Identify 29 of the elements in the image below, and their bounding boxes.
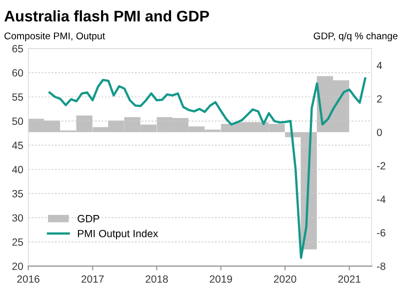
y2-tick-label: 4 (376, 62, 382, 70)
x-tick-label: 2018 (146, 275, 168, 283)
y-tick-label: 60 (12, 69, 24, 77)
x-tick-label: 2019 (210, 275, 232, 283)
legend-label: PMI Output Index (78, 230, 158, 240)
x-tick-label: 2021 (338, 275, 360, 283)
y-tick-label: 40 (12, 166, 24, 174)
y-tick-label: 35 (12, 190, 23, 198)
x-tick-label: 2016 (17, 275, 40, 283)
y-tick-label: 55 (12, 93, 23, 101)
x-tick-label: 2020 (274, 275, 296, 283)
y2-tick-label: 0 (376, 128, 382, 136)
y2-tick-label: -6 (377, 229, 386, 236)
y2-tick-label: 2 (377, 95, 382, 102)
y-tick-label: 20 (12, 262, 24, 270)
chart-title: Australia flash PMI and GDP (4, 10, 209, 22)
y2-tick-label: -4 (377, 196, 386, 203)
y-tick-label: 30 (12, 214, 24, 222)
y-axis-title: Composite PMI, Output (4, 32, 106, 42)
y-tick-label: 25 (12, 238, 23, 246)
x-tick-label: 2017 (82, 275, 104, 283)
y-tick-label: 45 (12, 142, 23, 150)
y-tick-label: 65 (12, 45, 23, 52)
legend-label: GDP (78, 214, 100, 222)
y2-tick-label: -2 (377, 162, 386, 170)
line-series (48, 77, 366, 259)
y2-tick-label: -8 (377, 262, 386, 270)
y-tick-label: 50 (12, 118, 24, 125)
y2-axis-title: GDP, q/q % change (314, 32, 398, 42)
